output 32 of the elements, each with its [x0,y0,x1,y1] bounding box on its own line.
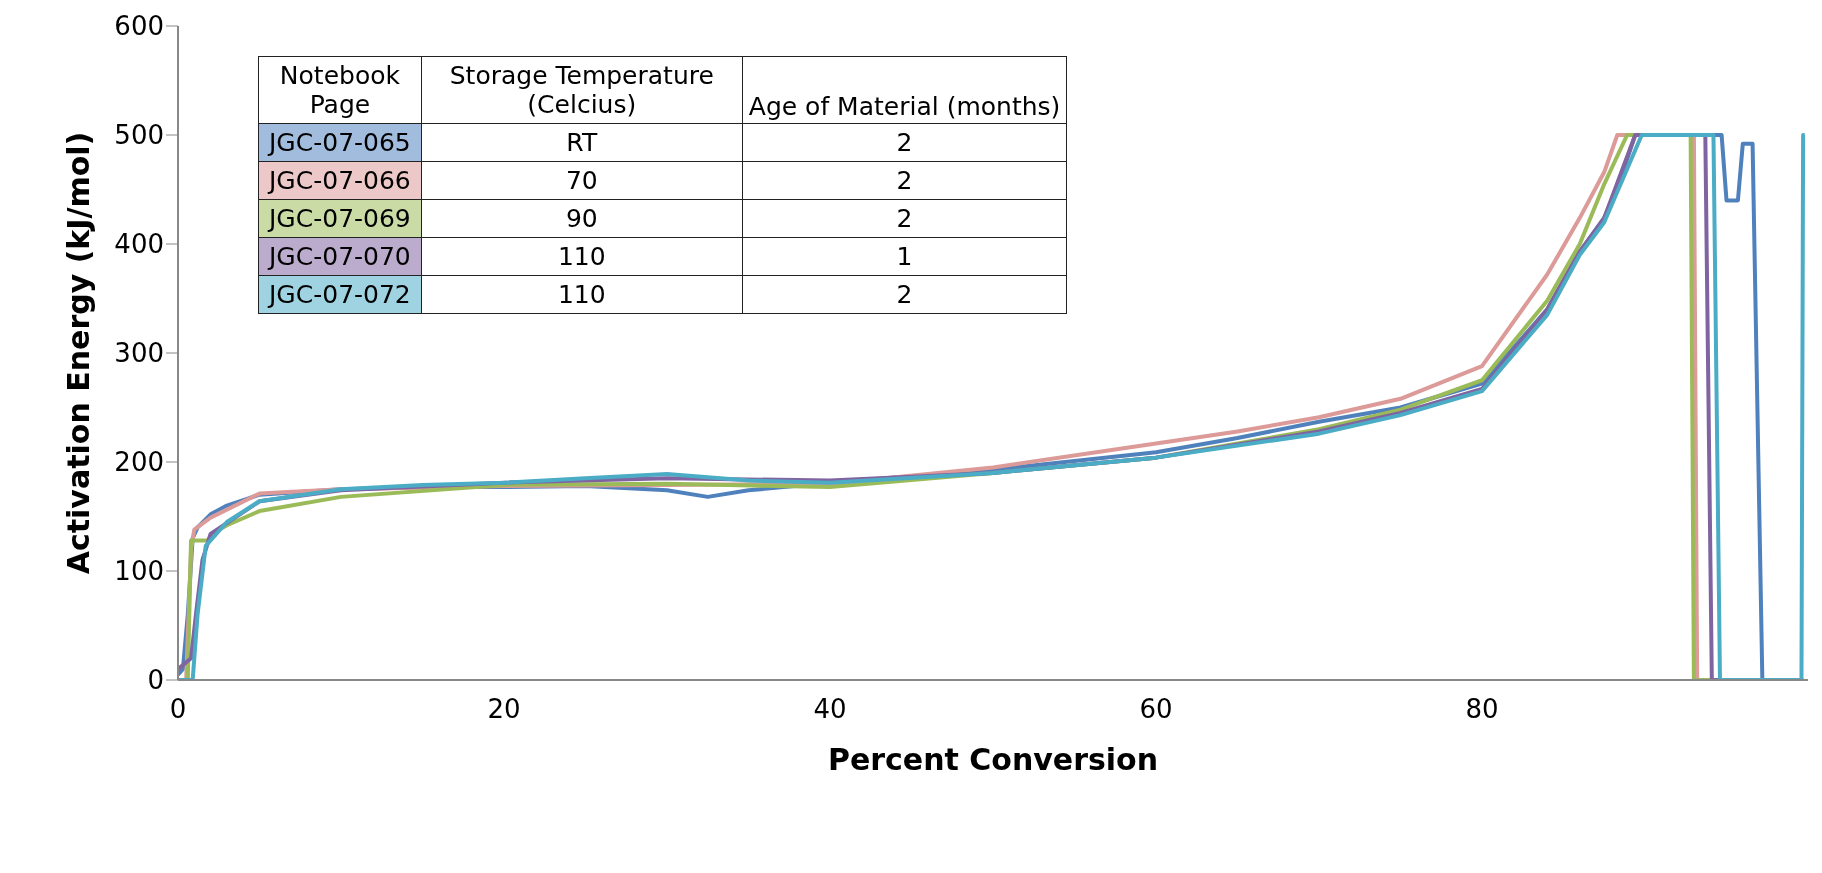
annotation: 90 [421,199,743,238]
y-axis-title: Activation Energy (kJ/mol) [60,131,96,575]
x-tick-label: 40 [813,694,847,725]
annotation: 110 [421,275,743,314]
y-tick-label: 400 [114,229,164,260]
x-axis-title: Percent Conversion [827,742,1159,777]
y-tick-label: 200 [114,447,164,478]
legend-title: Notebook Page [278,61,401,119]
annotation: Storage Temperature (Celcius) [448,61,715,119]
y-tick-label: 500 [114,120,164,151]
annotation: Age of Material (months) [748,92,1061,121]
text: JGC-07-072 [258,275,422,314]
text: JGC-07-065 [258,123,422,162]
y-tick-label: 0 [147,665,164,696]
y-tick-label: 600 [114,11,164,42]
text: JGC-07-069 [258,199,422,238]
text: JGC-07-070 [258,237,422,276]
y-tick-label: 100 [114,556,164,587]
annotation: 70 [421,161,743,200]
annotation: 2 [742,199,1067,238]
y-tick-label: 300 [114,338,164,369]
annotation: 110 [421,237,743,276]
x-tick-label: 80 [1465,694,1499,725]
annotation: RT [421,123,743,162]
annotation: 2 [742,275,1067,314]
x-tick-label: 0 [169,694,187,725]
x-tick-label: 60 [1139,694,1173,725]
annotation: 2 [742,161,1067,200]
x-tick-label: 20 [487,694,521,725]
annotation: 1 [742,237,1067,276]
text: JGC-07-066 [258,161,422,200]
annotation: 2 [742,123,1067,162]
